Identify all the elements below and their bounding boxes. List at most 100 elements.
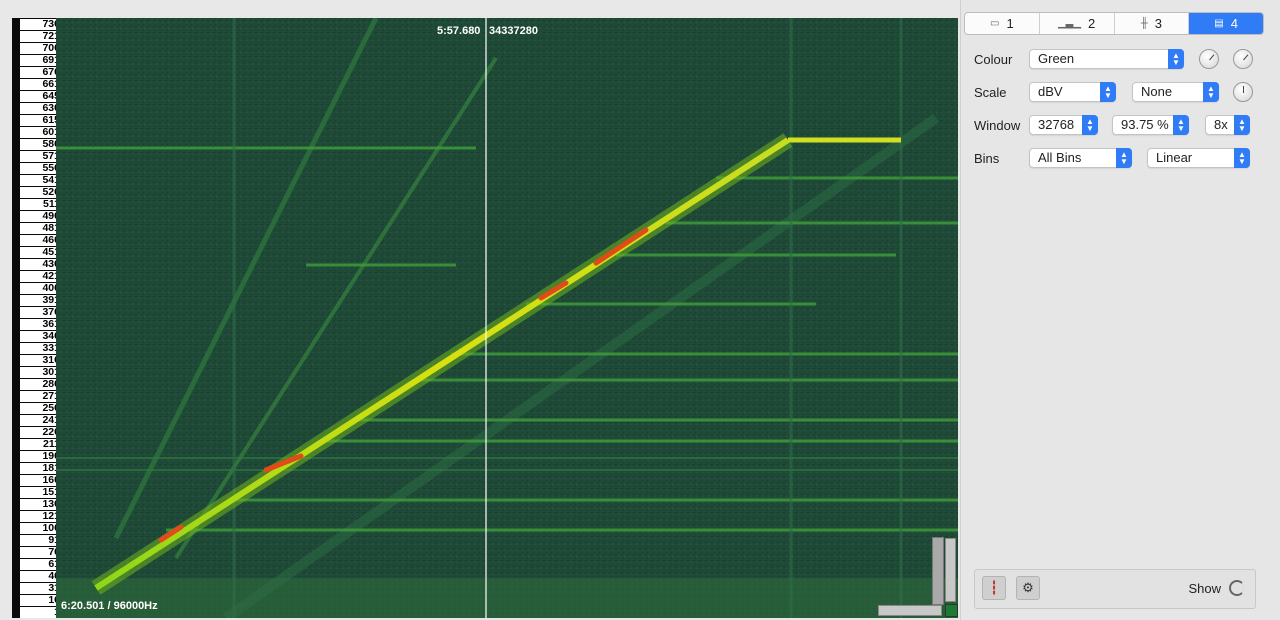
gain-slider[interactable]	[932, 537, 944, 605]
window-size-select[interactable]: 32768 ▲ ▼	[1029, 115, 1098, 135]
chevron-updown-icon: ▲ ▼	[1234, 115, 1250, 135]
frequency-tick-label: 736	[20, 19, 62, 30]
frequency-tick-label: 76	[20, 547, 62, 558]
tab-1[interactable]: ▭ 1	[965, 13, 1040, 34]
frequency-tick-label: 61	[20, 559, 62, 570]
horizontal-zoom-thumb[interactable]	[878, 605, 942, 616]
colour-select[interactable]: Green ▲ ▼	[1029, 49, 1184, 69]
window-size-value: 32768	[1038, 117, 1075, 132]
window-overlap-select[interactable]: 93.75 % ▲ ▼	[1112, 115, 1189, 135]
tab-label: 3	[1154, 16, 1163, 31]
frequency-tick-label: 691	[20, 55, 62, 66]
colour-bar-icon: ┇	[990, 580, 998, 595]
frequency-tick-label: 91	[20, 535, 62, 546]
spectrogram-icon: ▤	[1214, 18, 1224, 29]
frequency-tick-label: 466	[20, 235, 62, 246]
tab-label: 4	[1230, 16, 1238, 31]
cursor-readout: 6:20.501 / 96000Hz	[61, 600, 158, 612]
frequency-tick-label: 586	[20, 139, 62, 150]
tab-3[interactable]: ╫ 3	[1115, 13, 1190, 34]
frequency-tick-label: 211	[20, 439, 62, 450]
normalize-value: None	[1141, 84, 1173, 99]
frequency-tick-label: 601	[20, 127, 62, 138]
frequency-scale-select[interactable]: Linear ▲ ▼	[1147, 148, 1250, 168]
left-margin	[0, 0, 12, 620]
bins-select[interactable]: All Bins ▲ ▼	[1029, 148, 1132, 168]
frequency-tick-label: 286	[20, 379, 62, 390]
frequency-tick-label: 556	[20, 163, 62, 174]
frequency-tick-label: 166	[20, 475, 62, 486]
chevron-updown-icon: ▲ ▼	[1168, 49, 1184, 69]
frequency-tick-label: 571	[20, 151, 62, 162]
vertical-zoom-thumb[interactable]	[945, 538, 956, 602]
frequency-tick-label: 31	[20, 583, 62, 594]
playhead-time: 5:57.680	[437, 25, 481, 37]
chevron-updown-icon: ▲ ▼	[1203, 82, 1219, 102]
frequency-tick-label: 451	[20, 247, 62, 258]
frequency-tick-label: 526	[20, 187, 62, 198]
frequency-tick-label: 316	[20, 355, 62, 366]
frequency-tick-label: 421	[20, 271, 62, 282]
frequency-tick-label: 196	[20, 451, 62, 462]
chevron-updown-icon: ▲ ▼	[1234, 148, 1250, 168]
colour-rotation-knob[interactable]	[1199, 49, 1219, 69]
frequency-tick-label: 346	[20, 331, 62, 342]
bins-label: Bins	[974, 151, 1000, 166]
gear-icon: ⚙	[1022, 580, 1034, 595]
frequency-tick-label: 496	[20, 211, 62, 222]
gain-knob[interactable]	[1233, 82, 1253, 102]
frequency-tick-label: 151	[20, 487, 62, 498]
panes-icon: ▭	[990, 18, 1000, 29]
frequency-tick-label: 706	[20, 43, 62, 54]
frequency-tick-label: 676	[20, 67, 62, 78]
spectrum-icon: ▁▃▁	[1057, 18, 1082, 29]
frequency-tick-label: 121	[20, 511, 62, 522]
tab-4[interactable]: ▤ 4	[1189, 13, 1263, 34]
top-bar	[0, 0, 960, 18]
frequency-tick-label: 406	[20, 283, 62, 294]
layer-controls: ┇ ⚙ Show	[974, 569, 1256, 609]
window-label: Window	[974, 118, 1021, 133]
show-toggle[interactable]	[1229, 580, 1245, 596]
frequency-tick-label: 136	[20, 499, 62, 510]
frequency-ruler: 736 721 706 691 676 661 645 630 615 601 586 571 556 5…	[12, 18, 62, 618]
frequency-tick-label: 181	[20, 463, 62, 474]
show-label: Show	[1188, 581, 1221, 596]
frequency-tick-label: 615	[20, 115, 62, 126]
playhead-sample: 34337280	[489, 25, 538, 37]
colour-value: Green	[1038, 51, 1075, 66]
oversample-select[interactable]: 8x ▲ ▼	[1205, 115, 1250, 135]
frequency-tick-label: 721	[20, 31, 62, 42]
frequency-tick-label: 481	[20, 223, 62, 234]
spectrogram-view[interactable]	[56, 18, 958, 618]
frequency-tick-label: 645	[20, 91, 62, 102]
frequency-tick-label: 391	[20, 295, 62, 306]
scale-label: Scale	[974, 85, 1007, 100]
frequency-tick-label: 46	[20, 571, 62, 582]
tab-bar: ▭ 1 ▁▃▁ 2 ╫ 3 ▤ 4	[964, 12, 1264, 35]
frequency-tick-label: 331	[20, 343, 62, 354]
colour-range-knob[interactable]	[1233, 49, 1253, 69]
window-overlap-value: 93.75 %	[1121, 117, 1169, 132]
colour-scale-button[interactable]: ┇	[982, 576, 1006, 600]
frequency-tick-label: 271	[20, 391, 62, 402]
scale-select[interactable]: dBV ▲ ▼	[1029, 82, 1116, 102]
chevron-updown-icon: ▲ ▼	[1173, 115, 1189, 135]
layer-properties-button[interactable]: ⚙	[1016, 576, 1040, 600]
frequency-tick-label: 541	[20, 175, 62, 186]
frequency-tick-label: 256	[20, 403, 62, 414]
chevron-updown-icon: ▲ ▼	[1082, 115, 1098, 135]
frequency-tick-label: 106	[20, 523, 62, 534]
tab-label: 1	[1006, 16, 1014, 31]
frequency-tick-label: 226	[20, 427, 62, 438]
chevron-updown-icon: ▲ ▼	[1100, 82, 1116, 102]
frequency-tick-label: 361	[20, 319, 62, 330]
oversample-value: 8x	[1214, 117, 1228, 132]
settings-panel: ▭ 1 ▁▃▁ 2 ╫ 3 ▤ 4 Colour Green ▲ ▼ Scale …	[960, 0, 1280, 620]
frequency-tick-label: 241	[20, 415, 62, 426]
zoom-reset-button[interactable]	[945, 604, 958, 617]
tab-2[interactable]: ▁▃▁ 2	[1040, 13, 1115, 34]
spectrogram-image	[56, 18, 958, 618]
normalize-select[interactable]: None ▲ ▼	[1132, 82, 1219, 102]
frequency-tick-label: 511	[20, 199, 62, 210]
